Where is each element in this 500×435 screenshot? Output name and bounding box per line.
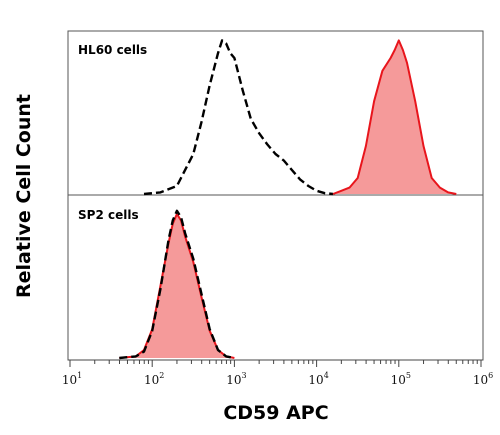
histogram-fill (333, 40, 457, 195)
x-tick-label: 105 (391, 371, 411, 387)
x-tick-label: 106 (473, 371, 493, 387)
histogram-outline-red (332, 39, 457, 195)
x-tick-label: 102 (144, 371, 164, 387)
histogram-dashed-black (143, 39, 334, 196)
x-tick-label: 104 (308, 371, 328, 387)
panel-top-label: HL60 cells (78, 43, 147, 57)
panel-top-series (143, 39, 457, 196)
panel-bottom-series (119, 209, 235, 360)
x-axis-tick-labels: 101 102 103 104 105 106 (62, 371, 493, 387)
x-tick-label: 101 (62, 371, 82, 387)
y-axis-title: Relative Cell Count (13, 94, 35, 298)
x-axis-title: CD59 APC (223, 402, 328, 424)
histogram-fill (119, 214, 235, 358)
histogram-dashed-black (119, 209, 235, 360)
x-tick-label: 103 (226, 371, 246, 387)
panel-bottom-label: SP2 cells (78, 208, 139, 222)
x-axis-ticks (69, 360, 482, 367)
